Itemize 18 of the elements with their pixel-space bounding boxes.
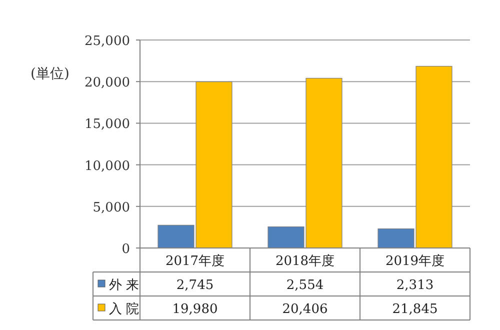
data-label: 2,313 [396,278,434,293]
data-label: 20,406 [282,302,328,317]
y-tick-label: 20,000 [84,76,130,91]
y-tick-label: 10,000 [84,158,130,174]
y-axis-title: (単位) [30,66,70,82]
data-label: 2,745 [176,278,214,293]
data-label: 19,980 [172,302,218,317]
data-label: 2,554 [286,278,324,293]
data-label: 21,845 [392,302,438,317]
y-tick-label: 15,000 [84,117,130,132]
y-tick-label: 5,000 [92,200,130,216]
x-tick-label: 2017年度 [165,253,225,269]
x-tick-label: 2018年度 [275,253,335,269]
x-tick-label: 2019年度 [385,253,445,269]
legend-label: 入 院 [109,302,140,317]
y-tick-label: 0 [122,242,130,257]
legend-label: 外 来 [109,278,140,293]
y-tick-label: 25,000 [84,34,130,49]
